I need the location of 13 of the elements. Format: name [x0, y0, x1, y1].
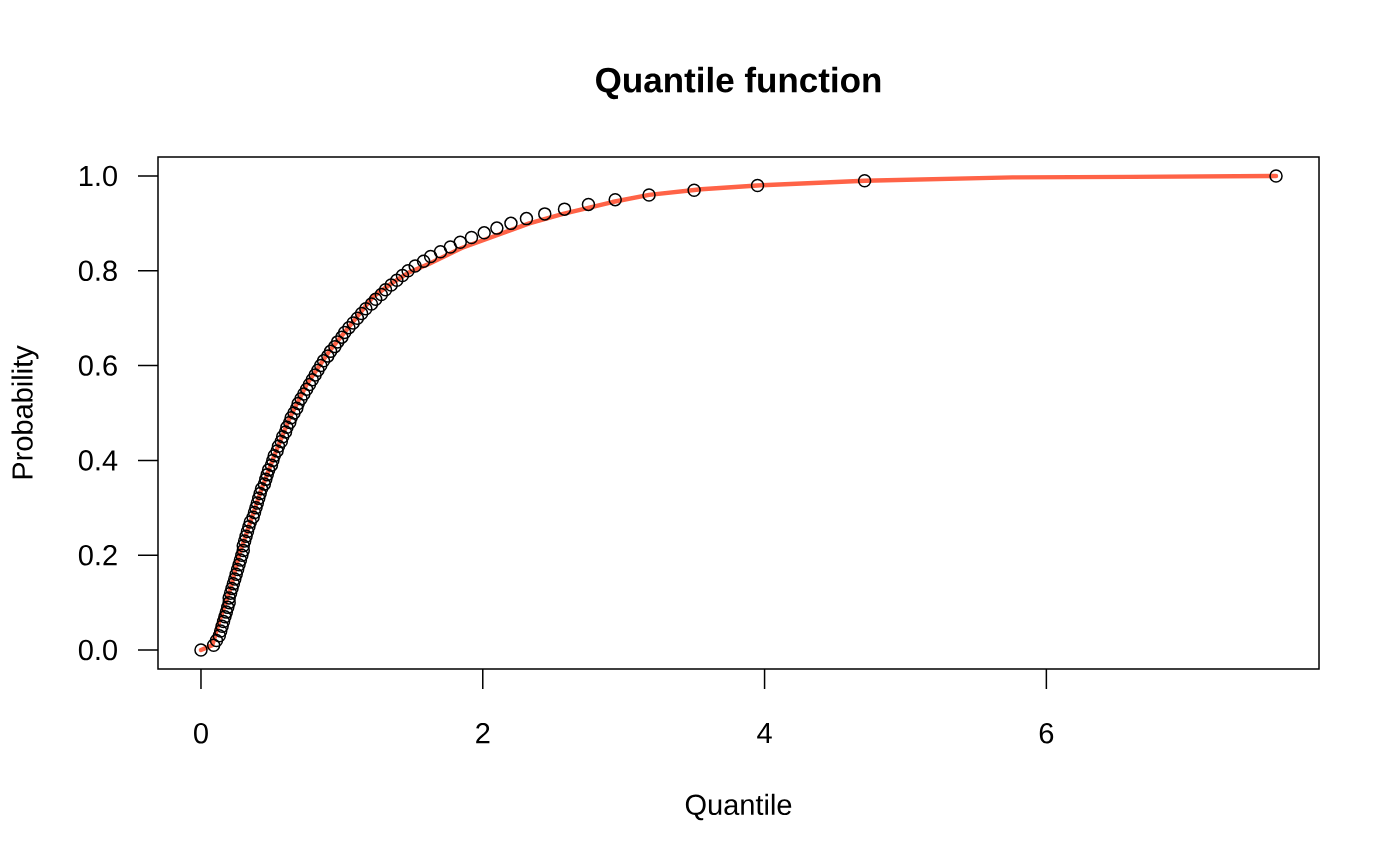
y-tick-label: 0.8 [78, 260, 117, 282]
y-tick-label: 0.6 [78, 355, 117, 376]
x-tick-label: 0 [194, 722, 208, 744]
x-tick-label: 4 [757, 723, 772, 743]
y-axis-title: Probability [11, 345, 39, 479]
chart-title: Quantile function [596, 66, 881, 100]
y-tick-label: 0.2 [78, 544, 117, 566]
x-tick-label: 2 [476, 722, 490, 744]
y-tick-label: 1.0 [79, 165, 117, 187]
x-tick-label: 6 [1039, 722, 1054, 744]
y-tick-label: 0.4 [78, 450, 118, 471]
x-axis-title: Quantile [685, 793, 792, 821]
y-tick-label: 0.0 [78, 639, 117, 661]
